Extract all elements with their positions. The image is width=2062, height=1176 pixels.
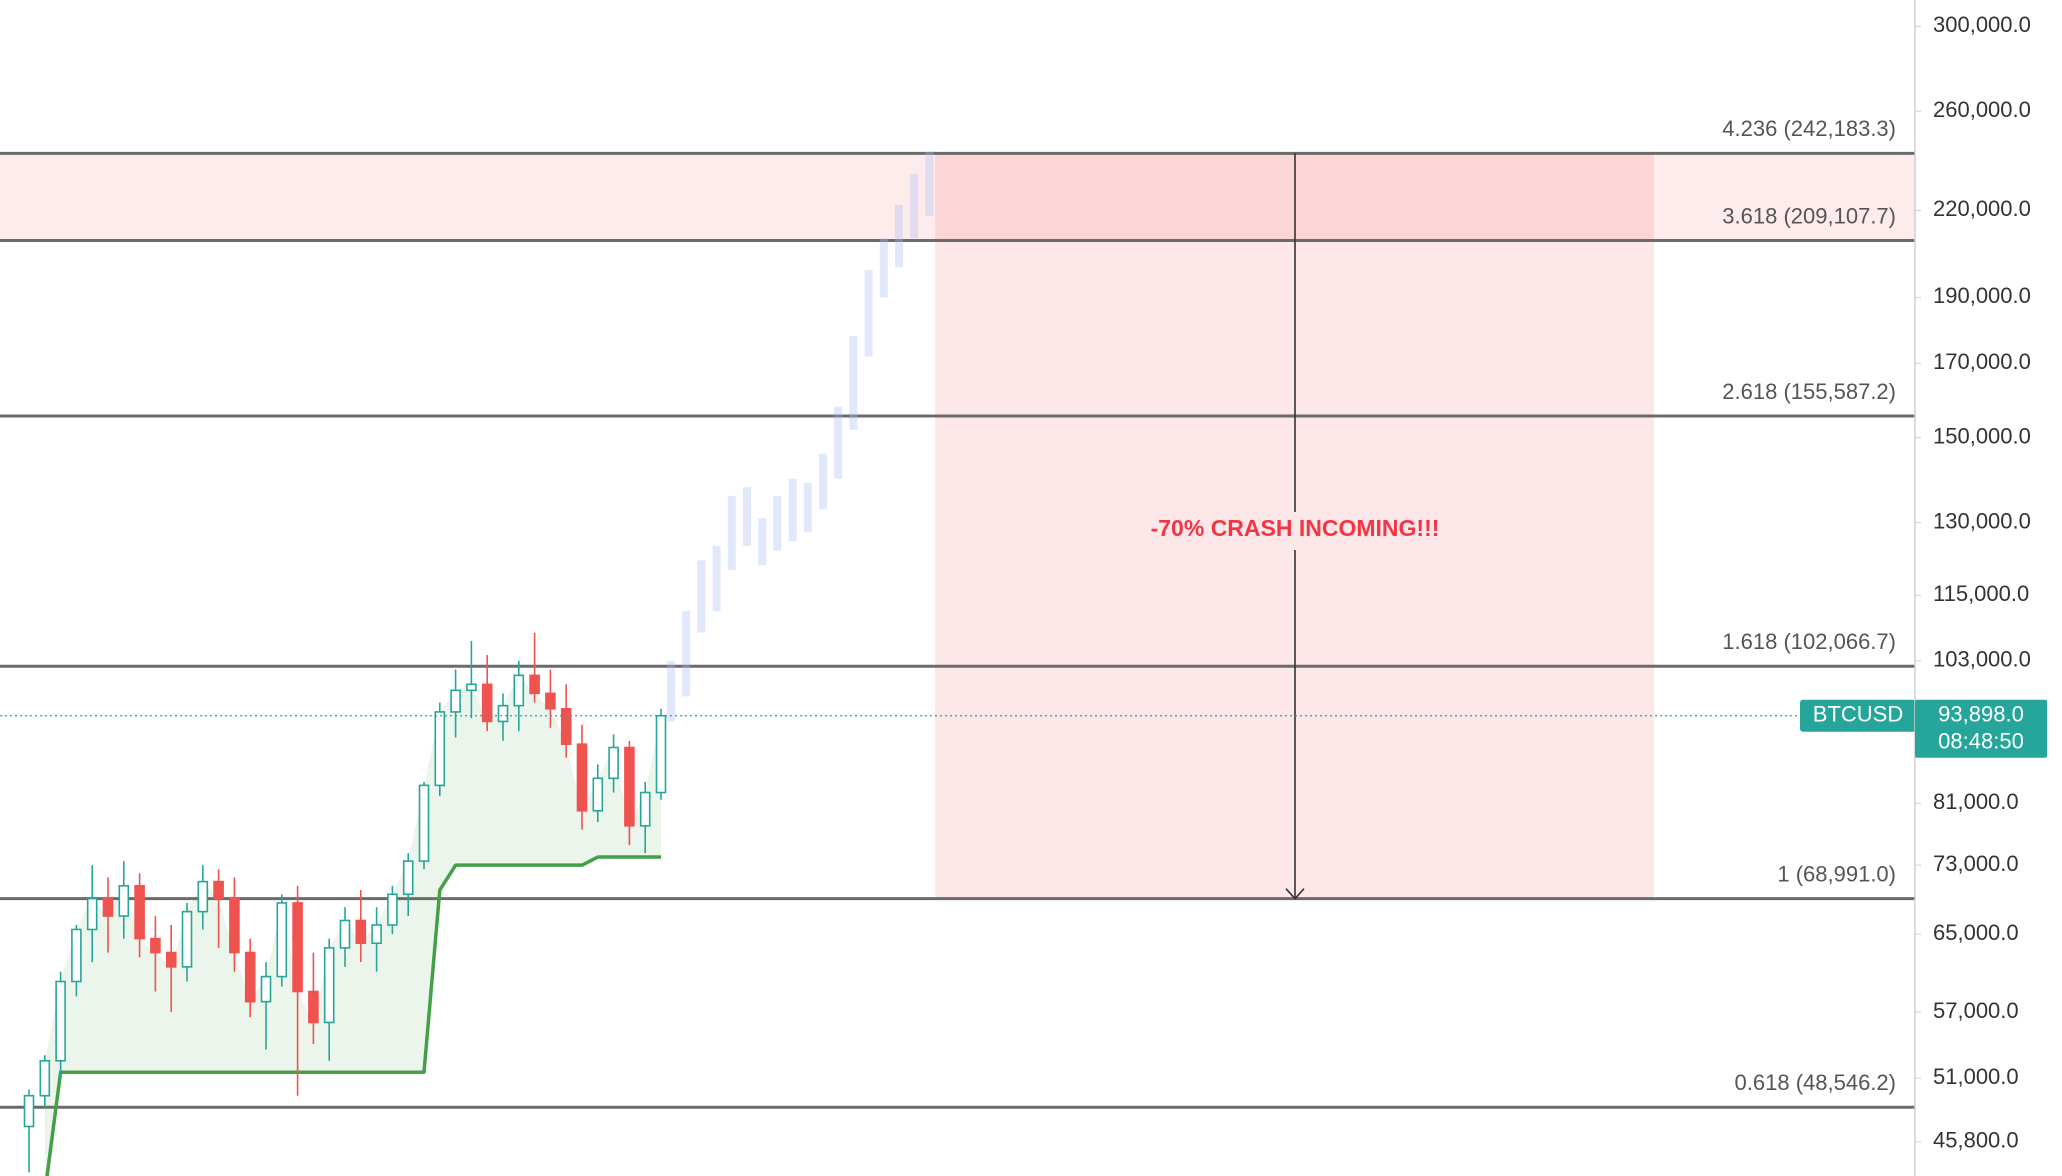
candle-body [560,707,572,745]
y-tick-label: 190,000.0 [1933,283,2031,308]
trend-fill [44,675,661,1176]
symbol-label: BTCUSD [1813,702,1903,727]
candle-body [592,777,604,812]
fib-label: 1.618 (102,066.7) [1722,629,1896,654]
y-tick-label: 150,000.0 [1933,424,2031,449]
axis-background [1915,0,2062,1176]
candle-body [197,880,209,913]
candle-body [608,746,619,780]
candle-body [181,910,193,968]
candle-body [355,919,367,945]
y-tick-label: 220,000.0 [1933,196,2031,221]
projection-bar [834,406,843,479]
annotation: -70% CRASH INCOMING!!! [1151,515,1440,541]
projection-bar [864,269,873,357]
fib-label: 3.618 (209,107.7) [1722,203,1896,228]
candle-body [39,1059,51,1097]
candle-body [576,743,588,812]
candle-body [655,714,667,794]
candle-body [134,885,145,940]
projection-bar [788,478,797,542]
projection-bar [697,560,706,633]
y-tick-label: 260,000.0 [1933,97,2031,122]
target-zone [0,153,1915,241]
candle-body [165,951,177,968]
candle-body [450,689,461,713]
candle-body [481,683,493,723]
fib-label: 1 (68,991.0) [1777,861,1896,886]
candle-body [102,897,114,917]
candle-body [86,897,98,931]
candle-body [244,951,256,1003]
candle-body [418,784,430,862]
y-tick-label: 65,000.0 [1933,920,2019,945]
price-tag [1915,699,2047,758]
projection-bar [803,482,812,532]
candle-body [371,924,382,945]
y-tick-label: 81,000.0 [1933,789,2019,814]
projection-bar [925,151,934,216]
candle-body [466,683,477,692]
candle-body [323,947,335,1024]
candle-body [276,902,288,978]
projection-bar [879,238,888,298]
y-tick-label: 103,000.0 [1933,647,2031,672]
candle-body [497,704,509,723]
price-axis: 300,000.0 260,000.0 220,000.0 190,000.0 170,… [1914,0,2062,1176]
candle-body [118,885,130,917]
plot-area: 4.236 (242,183.3) 3.618 (209,107.7) 2.618 … [0,116,1915,1176]
candle-body [434,711,446,787]
y-tick-label: 170,000.0 [1933,349,2031,374]
fib-label: 2.618 (155,587.2) [1722,379,1896,404]
y-tick-label: 73,000.0 [1933,851,2019,876]
candle-body [339,919,351,949]
y-tick-label: 57,000.0 [1933,998,2019,1023]
projection-bar [819,453,827,510]
candle-body [213,880,224,900]
projection-bar [895,205,903,267]
fib-label: 0.618 (48,546.2) [1735,1070,1896,1095]
projection-bar [727,495,736,571]
candle-body [624,746,635,827]
projection-bar [712,545,721,612]
y-tick-label: 115,000.0 [1933,581,2029,606]
candle-body [71,928,82,983]
y-tick-label: 300,000.0 [1933,12,2031,37]
projection-bar [743,487,751,546]
projection-bar [773,495,782,551]
candle-body [229,897,240,954]
candle-body [23,1094,35,1128]
candle-body [55,980,66,1062]
arrow-head [1285,888,1305,900]
y-tick-label: 51,000.0 [1933,1064,2019,1089]
candle-body [150,937,161,954]
projection-bar [849,336,858,430]
candle-body [260,975,272,1003]
countdown-label: 08:48:50 [1938,729,2024,754]
candle-body [545,692,556,710]
projection-bar [667,660,675,722]
candle-body [402,860,414,896]
y-tick-label: 45,800.0 [1933,1128,2019,1153]
projection-bar [910,173,919,239]
candle-body [308,990,319,1024]
candle-body [639,791,651,827]
projection-bar [758,518,767,566]
candle-body [513,674,525,707]
candle-body [529,674,540,695]
y-tick-label: 130,000.0 [1933,508,2031,533]
projection-bar [682,611,691,697]
candle-body [292,902,303,993]
fib-label: 4.236 (242,183.3) [1722,116,1896,141]
support-line [45,855,661,1176]
candle-body [387,893,398,926]
symbol-tag [1800,699,1915,732]
price-label: 93,898.0 [1938,702,2024,727]
